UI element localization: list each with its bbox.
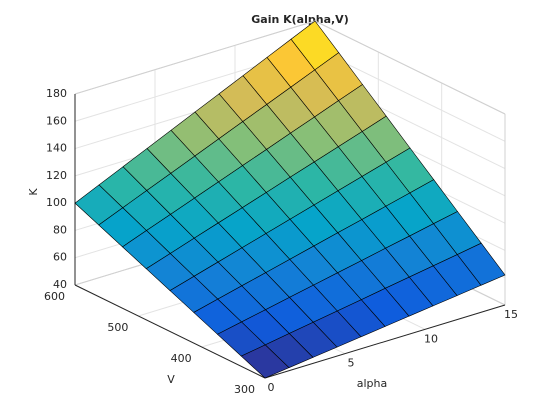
- surface-patch: [240, 344, 290, 379]
- y-tick-label: 600: [44, 290, 65, 303]
- x-tick-label: 10: [424, 332, 438, 345]
- z-axis-label: K: [27, 188, 40, 196]
- axis-line: [74, 284, 266, 379]
- x-tick-label: 15: [504, 308, 518, 321]
- z-tick-label: 60: [53, 251, 67, 264]
- box-edge: [314, 20, 506, 115]
- x-tick-label: 5: [348, 357, 355, 370]
- z-tick-label: 100: [46, 196, 67, 209]
- x-tick-label: 0: [268, 381, 275, 394]
- z-tick-label: 140: [46, 142, 67, 155]
- x-axis-label: alpha: [357, 377, 388, 390]
- z-tick-label: 40: [53, 278, 67, 291]
- y-tick-label: 300: [234, 383, 255, 396]
- z-tick-label: 120: [46, 169, 67, 182]
- chart-title: Gain K(alpha,V): [251, 13, 348, 26]
- y-tick-label: 500: [107, 321, 128, 334]
- y-axis-label: V: [167, 373, 175, 386]
- box-edge: [74, 20, 316, 95]
- z-tick-label: 180: [46, 87, 67, 100]
- z-tick-label: 80: [53, 223, 67, 236]
- z-tick-label: 160: [46, 114, 67, 127]
- y-tick-label: 400: [171, 352, 192, 365]
- axis-line: [264, 304, 506, 379]
